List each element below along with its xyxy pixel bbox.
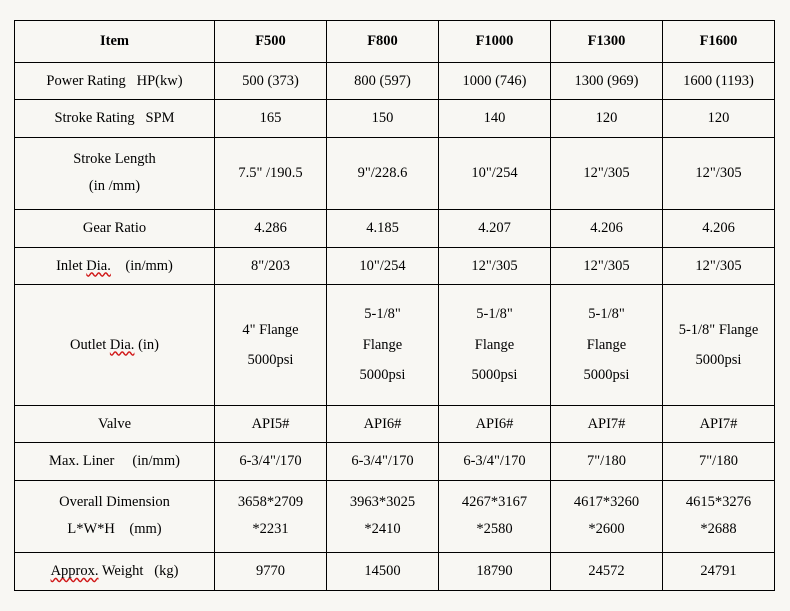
cell: API5#	[215, 405, 327, 443]
col-header-f1300: F1300	[551, 21, 663, 63]
table-row: Gear Ratio4.2864.1854.2074.2064.206	[15, 210, 775, 248]
cell: 4.286	[215, 210, 327, 248]
cell: 1600 (1193)	[663, 62, 775, 100]
cell: 9770	[215, 552, 327, 590]
cell: API7#	[551, 405, 663, 443]
table-body: Power Rating HP(kw)500 (373)800 (597)100…	[15, 62, 775, 590]
row-label: Valve	[15, 405, 215, 443]
row-label: Stroke Rating SPM	[15, 100, 215, 138]
cell: 4.206	[551, 210, 663, 248]
cell: 4.206	[663, 210, 775, 248]
table-header: ItemF500F800F1000F1300F1600	[15, 21, 775, 63]
cell: 6-3/4"/170	[215, 443, 327, 481]
cell: API6#	[439, 405, 551, 443]
cell: 1000 (746)	[439, 62, 551, 100]
cell: 1300 (969)	[551, 62, 663, 100]
table-row: Outlet Dia. (in)4" Flange5000psi5-1/8"Fl…	[15, 285, 775, 405]
cell: 12"/305	[663, 247, 775, 285]
table-row: Max. Liner (in/mm)6-3/4"/1706-3/4"/1706-…	[15, 443, 775, 481]
cell: 4.185	[327, 210, 439, 248]
cell: 5-1/8"Flange5000psi	[439, 285, 551, 405]
cell: 12"/305	[663, 137, 775, 209]
cell: 140	[439, 100, 551, 138]
cell: 7"/180	[663, 443, 775, 481]
cell: 5-1/8" Flange5000psi	[663, 285, 775, 405]
col-header-f800: F800	[327, 21, 439, 63]
cell: 10"/254	[327, 247, 439, 285]
cell: 4.207	[439, 210, 551, 248]
cell: 5-1/8"Flange5000psi	[327, 285, 439, 405]
cell: 7.5" /190.5	[215, 137, 327, 209]
cell: 4615*3276*2688	[663, 480, 775, 552]
spec-table: ItemF500F800F1000F1300F1600 Power Rating…	[14, 20, 775, 591]
row-label: Stroke Length(in /mm)	[15, 137, 215, 209]
cell: 4" Flange5000psi	[215, 285, 327, 405]
cell: 12"/305	[551, 247, 663, 285]
table-row: Stroke Rating SPM165150140120120	[15, 100, 775, 138]
row-label: Inlet Dia. (in/mm)	[15, 247, 215, 285]
row-label: Max. Liner (in/mm)	[15, 443, 215, 481]
cell: API6#	[327, 405, 439, 443]
cell: 24791	[663, 552, 775, 590]
table-row: Inlet Dia. (in/mm)8"/20310"/25412"/30512…	[15, 247, 775, 285]
table-row: Overall DimensionL*W*H (mm)3658*2709*223…	[15, 480, 775, 552]
cell: 9"/228.6	[327, 137, 439, 209]
table-row: Approx. Weight (kg)977014500187902457224…	[15, 552, 775, 590]
cell: 4267*3167*2580	[439, 480, 551, 552]
cell: API7#	[663, 405, 775, 443]
cell: 18790	[439, 552, 551, 590]
cell: 8"/203	[215, 247, 327, 285]
row-label: Overall DimensionL*W*H (mm)	[15, 480, 215, 552]
cell: 3963*3025*2410	[327, 480, 439, 552]
col-header-f1000: F1000	[439, 21, 551, 63]
row-label: Outlet Dia. (in)	[15, 285, 215, 405]
col-header-f500: F500	[215, 21, 327, 63]
cell: 7"/180	[551, 443, 663, 481]
cell: 6-3/4"/170	[439, 443, 551, 481]
table-row: Stroke Length(in /mm)7.5" /190.59"/228.6…	[15, 137, 775, 209]
table-row: ValveAPI5#API6#API6#API7#API7#	[15, 405, 775, 443]
col-header-f1600: F1600	[663, 21, 775, 63]
cell: 4617*3260*2600	[551, 480, 663, 552]
table-row: Power Rating HP(kw)500 (373)800 (597)100…	[15, 62, 775, 100]
row-label: Gear Ratio	[15, 210, 215, 248]
cell: 800 (597)	[327, 62, 439, 100]
cell: 10"/254	[439, 137, 551, 209]
row-label: Approx. Weight (kg)	[15, 552, 215, 590]
cell: 120	[551, 100, 663, 138]
cell: 12"/305	[551, 137, 663, 209]
cell: 12"/305	[439, 247, 551, 285]
row-label: Power Rating HP(kw)	[15, 62, 215, 100]
cell: 500 (373)	[215, 62, 327, 100]
cell: 5-1/8"Flange5000psi	[551, 285, 663, 405]
cell: 14500	[327, 552, 439, 590]
cell: 24572	[551, 552, 663, 590]
cell: 3658*2709*2231	[215, 480, 327, 552]
cell: 150	[327, 100, 439, 138]
cell: 120	[663, 100, 775, 138]
cell: 6-3/4"/170	[327, 443, 439, 481]
cell: 165	[215, 100, 327, 138]
col-header-item: Item	[15, 21, 215, 63]
